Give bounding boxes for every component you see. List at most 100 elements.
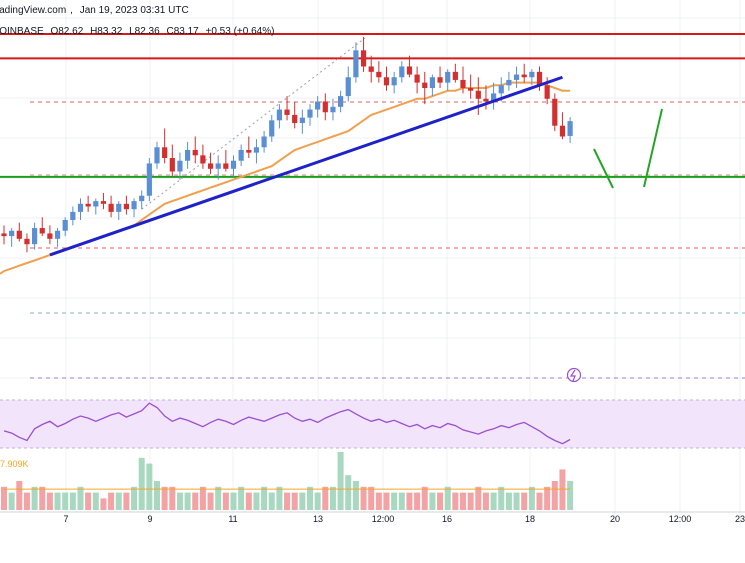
candle-body — [292, 114, 298, 124]
change-value: +0.53 (+0.64%) — [205, 26, 275, 37]
open-value: O82.62 — [50, 26, 84, 37]
candle-body — [368, 66, 374, 72]
candle-body — [146, 163, 152, 196]
candle-body — [506, 79, 512, 86]
x-tick-label: 23 — [735, 514, 745, 524]
volume-bar — [490, 492, 497, 510]
volume-bar — [337, 452, 344, 510]
candle-body — [108, 203, 114, 212]
volume-bar — [536, 492, 543, 510]
candle-body — [483, 98, 489, 102]
volume-bar — [467, 492, 474, 510]
candle-body — [230, 160, 237, 169]
candle-body — [529, 71, 535, 78]
candle-body — [445, 71, 451, 83]
volume-bar — [169, 486, 176, 510]
volume-label: 7.909K — [0, 459, 29, 469]
candle-body — [70, 211, 76, 220]
volume-bar — [421, 486, 428, 510]
volume-bar — [46, 492, 53, 510]
x-tick-label: 9 — [147, 514, 152, 524]
volume-bar — [16, 481, 23, 510]
candle-body — [498, 85, 504, 94]
candle-body — [169, 158, 175, 172]
close-value: C83.17 — [166, 26, 199, 37]
volume-bar — [314, 492, 321, 510]
volume-bar — [551, 481, 558, 510]
volume-bar — [39, 486, 46, 510]
candle-body — [24, 238, 30, 245]
volume-bar — [253, 492, 260, 510]
volume-bar — [176, 492, 183, 510]
candle-body — [452, 71, 458, 80]
candle-body — [330, 106, 336, 113]
volume-bar — [567, 481, 574, 510]
x-tick-label: 7 — [63, 514, 68, 524]
volume-bar — [123, 492, 130, 510]
volume-bar — [276, 486, 283, 510]
x-tick-label: 12:00 — [372, 514, 395, 524]
volume-bar — [559, 469, 566, 510]
volume-bar — [398, 492, 405, 510]
volume-bar — [544, 486, 551, 510]
candle-body — [460, 79, 466, 89]
candle-body — [513, 74, 520, 80]
projection-down-stroke — [593, 148, 614, 189]
x-tick-label: 16 — [442, 514, 452, 524]
candle-body — [1, 233, 7, 237]
candle-body — [131, 201, 137, 210]
volume-bar — [238, 486, 245, 510]
candle-body — [414, 74, 420, 83]
fib-line — [141, 37, 366, 210]
volume-bar — [77, 486, 84, 510]
candle-body — [544, 85, 550, 99]
candle-body — [200, 155, 206, 164]
volume-bar — [352, 481, 359, 510]
volume-bar — [368, 486, 375, 510]
volume-bar — [8, 492, 15, 510]
candle-body — [100, 201, 107, 204]
volume-bar — [391, 492, 398, 510]
volume-bar — [498, 486, 505, 510]
candle-body — [238, 149, 244, 161]
volume-bar — [230, 492, 237, 510]
chart-header: TradingView.com, Jan 19, 2023 03:31 UTC — [0, 5, 193, 21]
candle-body — [307, 109, 313, 118]
x-tick-label: 20 — [610, 514, 620, 524]
volume-bar — [207, 492, 214, 510]
candle-body — [253, 147, 260, 153]
candle-body — [269, 120, 275, 137]
candle-body — [399, 66, 405, 78]
candle-body — [54, 230, 61, 239]
date-label: Jan 19, 2023 03:31 UTC — [79, 5, 189, 16]
volume-bar — [69, 492, 76, 510]
volume-bar — [329, 486, 336, 510]
candle-body — [383, 77, 390, 86]
candle-body — [39, 228, 45, 234]
high-value: H83.32 — [90, 26, 123, 37]
volume-bar — [245, 492, 252, 510]
candle-body — [552, 98, 558, 126]
volume-bar — [345, 475, 352, 510]
volume-bar — [521, 492, 528, 510]
volume-bar — [199, 486, 206, 510]
volume-bar — [375, 492, 382, 510]
projection-up-stroke — [643, 108, 663, 188]
lightning-icon — [569, 369, 576, 382]
volume-bar — [138, 457, 145, 510]
volume-bar — [528, 486, 535, 510]
volume-bar — [1, 486, 7, 510]
volume-bar — [222, 492, 229, 510]
candle-body — [559, 125, 566, 137]
candle-body — [491, 93, 497, 102]
candle-body — [246, 149, 252, 153]
candle-body — [360, 50, 367, 67]
volume-bar — [322, 486, 329, 510]
x-tick-label: 18 — [525, 514, 535, 524]
candle-body — [215, 163, 221, 169]
volume-bar — [62, 492, 69, 510]
volume-bar — [92, 492, 99, 510]
bullish-trend-line — [49, 75, 563, 257]
